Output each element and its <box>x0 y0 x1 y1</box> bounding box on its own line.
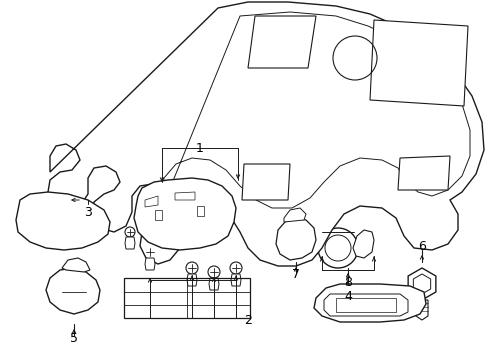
Polygon shape <box>62 258 90 272</box>
Polygon shape <box>275 218 315 260</box>
Polygon shape <box>242 164 289 200</box>
Polygon shape <box>134 178 236 250</box>
Polygon shape <box>369 20 467 106</box>
Text: 3: 3 <box>84 206 92 219</box>
Text: 5: 5 <box>70 332 78 345</box>
Polygon shape <box>407 268 435 300</box>
Polygon shape <box>313 284 425 322</box>
Text: 1: 1 <box>196 141 203 154</box>
Polygon shape <box>284 208 305 222</box>
Text: 2: 2 <box>244 314 251 327</box>
Polygon shape <box>150 12 469 244</box>
Text: 4: 4 <box>344 289 351 302</box>
Polygon shape <box>46 268 100 314</box>
Polygon shape <box>230 274 241 286</box>
Polygon shape <box>247 16 315 68</box>
Text: 7: 7 <box>291 267 299 280</box>
Text: 6: 6 <box>417 239 425 252</box>
Polygon shape <box>48 2 483 266</box>
Polygon shape <box>415 300 427 320</box>
Polygon shape <box>397 156 449 190</box>
Polygon shape <box>208 278 219 290</box>
Text: 8: 8 <box>343 275 351 288</box>
Polygon shape <box>352 230 373 258</box>
Polygon shape <box>412 274 430 294</box>
Polygon shape <box>125 237 135 249</box>
Polygon shape <box>145 258 155 270</box>
Polygon shape <box>16 192 110 250</box>
Polygon shape <box>186 274 197 286</box>
